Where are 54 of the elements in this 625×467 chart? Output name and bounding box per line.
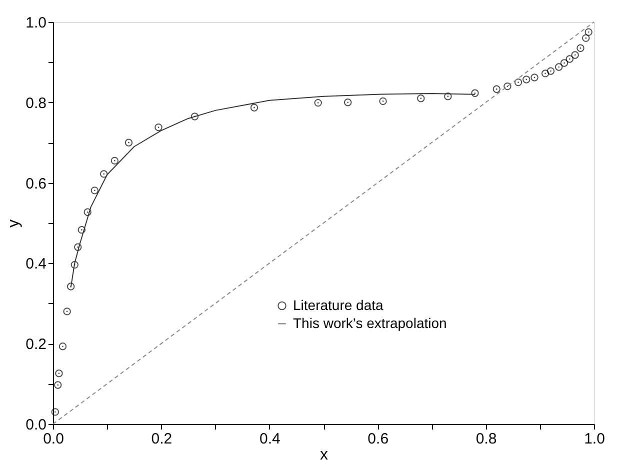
legend-label: Literature data — [293, 296, 384, 313]
point — [54, 381, 62, 389]
y-tick-label: 0.6 — [26, 175, 46, 192]
x-tick-label: 0.4 — [259, 430, 280, 448]
point — [546, 67, 555, 75]
point — [124, 138, 133, 146]
y-tick-label: 0.8 — [26, 94, 46, 112]
point — [58, 342, 67, 350]
point — [566, 55, 574, 63]
x-axis-title: x — [320, 446, 328, 464]
point — [250, 104, 258, 112]
point — [84, 208, 92, 216]
point — [63, 308, 71, 316]
point — [471, 89, 479, 97]
x-tick-label: 0.0 — [43, 430, 64, 448]
y-tick-label: 0.0 — [26, 416, 46, 434]
point — [492, 85, 500, 93]
point — [541, 70, 550, 78]
point — [530, 74, 538, 82]
point — [514, 78, 522, 86]
point — [154, 123, 162, 132]
point — [110, 156, 119, 165]
point — [584, 28, 592, 36]
x-tick-label: 0.2 — [151, 430, 172, 448]
legend-label: This work’s extrapolation — [293, 314, 447, 331]
line-series — [70, 93, 476, 288]
x-tick-label: 0.6 — [368, 430, 389, 448]
y-tick-label: 1.0 — [26, 14, 46, 32]
x-tick-label: 1.0 — [584, 430, 605, 448]
point — [582, 34, 590, 42]
point — [100, 170, 108, 178]
point — [344, 98, 352, 106]
point — [67, 282, 75, 290]
point — [417, 94, 425, 102]
point — [190, 112, 199, 120]
point — [78, 226, 86, 234]
point — [560, 59, 568, 67]
point — [379, 97, 387, 106]
point — [70, 260, 78, 269]
y-tick-label: 0.2 — [26, 336, 46, 354]
point — [522, 76, 530, 84]
y-tick-label: 0.4 — [26, 256, 46, 273]
point — [314, 98, 322, 107]
point — [571, 51, 579, 59]
point — [55, 370, 63, 378]
point — [90, 186, 99, 194]
point — [74, 243, 82, 251]
y-axis-title: y — [6, 220, 23, 228]
point — [504, 82, 512, 90]
point — [554, 63, 563, 71]
point — [576, 44, 584, 52]
point — [444, 92, 452, 100]
x-tick-label: 0.8 — [476, 430, 497, 448]
point — [51, 408, 60, 416]
